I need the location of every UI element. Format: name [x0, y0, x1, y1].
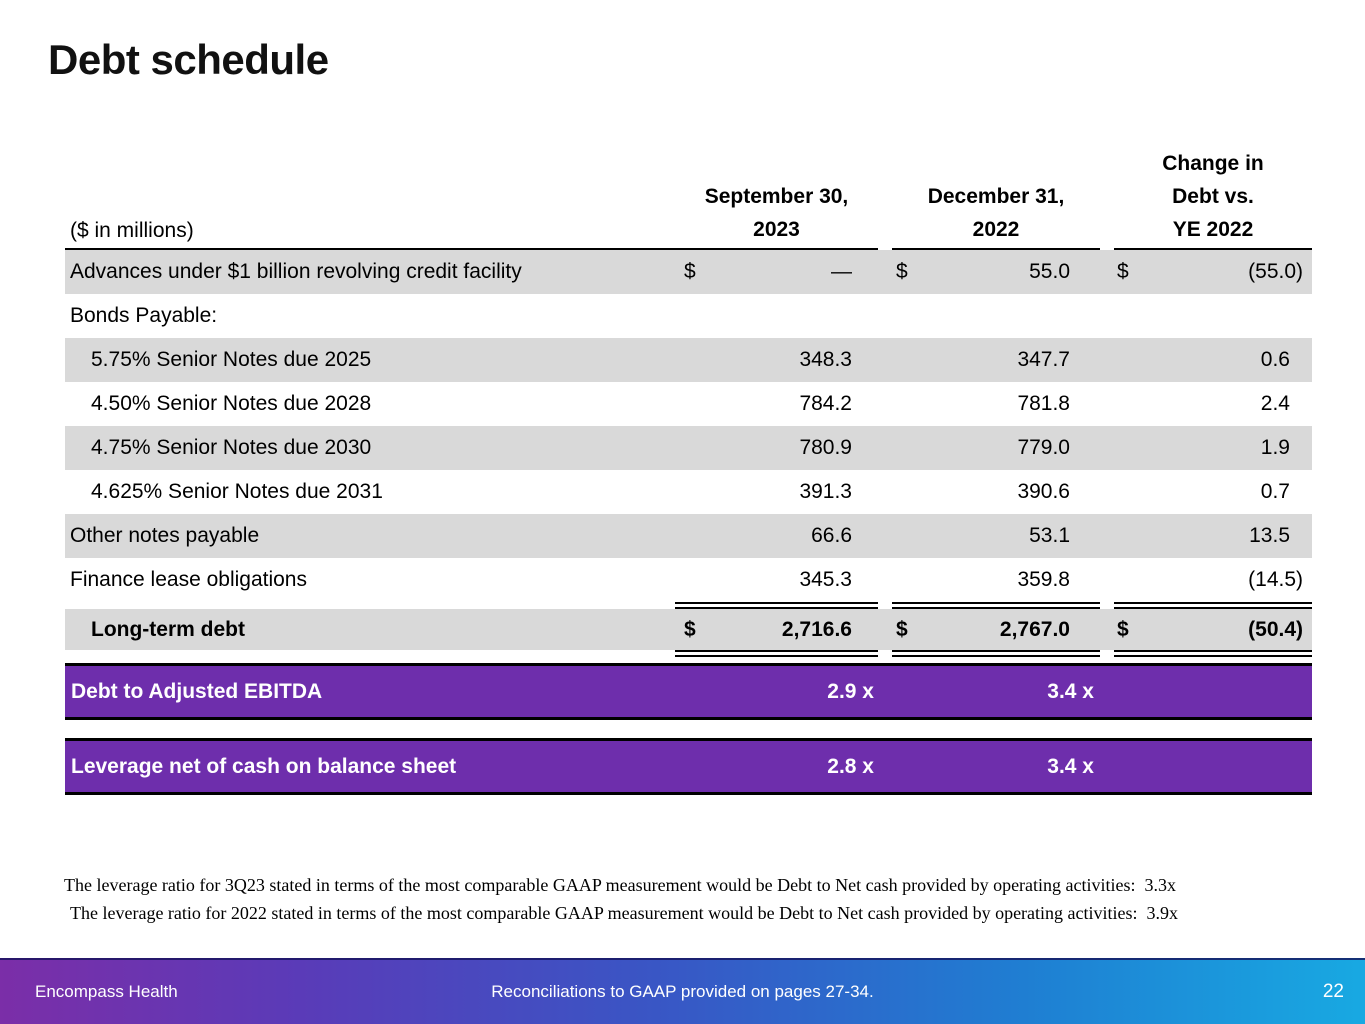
table-row: 4.50% Senior Notes due 2028 784.2 781.8 … — [65, 382, 1312, 426]
row-label: Finance lease obligations — [70, 568, 307, 591]
row-label: Advances under $1 billion revolving cred… — [70, 260, 522, 283]
cell-value: 2,767.0 — [999, 617, 1070, 641]
table-row: 4.625% Senior Notes due 2031 391.3 390.6… — [65, 470, 1312, 514]
footnote-3q23: The leverage ratio for 3Q23 stated in te… — [64, 875, 1177, 895]
cell-value: 779.0 — [1017, 436, 1070, 459]
row-label: 4.75% Senior Notes due 2030 — [91, 436, 372, 459]
column-header-change-in-debt: Change in Debt vs. YE 2022 — [1114, 147, 1312, 250]
cell-value: 13.5 — [1249, 524, 1290, 547]
row-label: Long-term debt — [91, 617, 245, 641]
cell-value: (14.5) — [1248, 568, 1303, 591]
metric-banner-leverage-net-of-cash: Leverage net of cash on balance sheet 2.… — [65, 738, 1312, 795]
footer-bar: Encompass Health Reconciliations to GAAP… — [0, 958, 1365, 1024]
dollar-sign: $ — [684, 617, 696, 641]
dollar-sign: $ — [684, 260, 696, 283]
cell-value: 55.0 — [1029, 260, 1070, 283]
row-label: 4.625% Senior Notes due 2031 — [91, 480, 383, 503]
table-row: 5.75% Senior Notes due 2025 348.3 347.7 … — [65, 338, 1312, 382]
cell-value: 348.3 — [799, 348, 852, 371]
cell-value: — — [831, 260, 852, 283]
column-header-sep-30-2023: September 30, 2023 — [704, 185, 849, 241]
row-label: 5.75% Senior Notes due 2025 — [91, 348, 372, 371]
dollar-sign: $ — [896, 260, 908, 283]
table-row-total: Long-term debt $2,716.6 $2,767.0 $ (50.4) — [65, 609, 1312, 650]
dollar-sign: $ — [1117, 617, 1129, 641]
cell-value: 390.6 — [1017, 480, 1070, 503]
cell-value: 781.8 — [1017, 392, 1070, 415]
header-group-label-col1: ($ in millions) September 30, 2023 — [65, 180, 878, 250]
banner-value-2023: 2.8 x — [827, 754, 874, 778]
cell-value: 347.7 — [1017, 348, 1070, 371]
units-label: ($ in millions) — [70, 219, 194, 242]
banner-label: Leverage net of cash on balance sheet — [71, 754, 457, 778]
row-label: Bonds Payable: — [70, 304, 218, 327]
footnote-2022: The leverage ratio for 2022 stated in te… — [70, 903, 1179, 923]
cell-value: 345.3 — [799, 568, 852, 591]
metric-banner-debt-to-ebitda: Debt to Adjusted EBITDA 2.9 x 3.4 x — [65, 663, 1312, 720]
dollar-sign: $ — [896, 617, 908, 641]
cell-value: 784.2 — [799, 392, 852, 415]
row-label: Other notes payable — [70, 524, 260, 547]
table-row: Other notes payable 66.6 53.1 13.5 — [65, 514, 1312, 558]
footer-reconciliation-note: Reconciliations to GAAP provided on page… — [491, 982, 874, 1001]
table-row: 4.75% Senior Notes due 2030 780.9 779.0 … — [65, 426, 1312, 470]
table-row: Finance lease obligations 345.3 359.8 (1… — [65, 558, 1312, 602]
row-label: 4.50% Senior Notes due 2028 — [91, 392, 372, 415]
cell-value: 0.7 — [1260, 480, 1290, 503]
cell-value: (55.0) — [1248, 260, 1303, 283]
cell-value: 1.9 — [1260, 436, 1290, 459]
debt-table: ($ in millions) September 30, 2023 Decem… — [65, 150, 1312, 657]
column-header-dec-31-2022: December 31, 2022 — [892, 180, 1100, 250]
double-rule-below-total — [65, 650, 1312, 657]
double-rule-above-total — [65, 602, 1312, 609]
banner-value-2022: 3.4 x — [1047, 679, 1094, 703]
cell-value: (50.4) — [1248, 617, 1303, 641]
table-row: Advances under $1 billion revolving cred… — [65, 250, 1312, 294]
cell-value: 0.6 — [1260, 348, 1290, 371]
table-row: Bonds Payable: — [65, 294, 1312, 338]
page-number: 22 — [1322, 981, 1344, 1002]
cell-value: 2.4 — [1260, 392, 1290, 415]
page-title: Debt schedule — [48, 36, 329, 83]
dollar-sign: $ — [1117, 260, 1129, 283]
footnotes: The leverage ratio for 3Q23 stated in te… — [64, 871, 1178, 927]
cell-value: 391.3 — [799, 480, 852, 503]
cell-value: 2,716.6 — [781, 617, 852, 641]
banner-value-2022: 3.4 x — [1047, 754, 1094, 778]
table-header-row: ($ in millions) September 30, 2023 Decem… — [65, 150, 1312, 250]
footer-company-name: Encompass Health — [35, 982, 178, 1001]
banner-value-2023: 2.9 x — [827, 679, 874, 703]
cell-value: 66.6 — [811, 524, 852, 547]
cell-value: 780.9 — [799, 436, 852, 459]
cell-value: 53.1 — [1029, 524, 1070, 547]
banner-label: Debt to Adjusted EBITDA — [71, 679, 323, 703]
cell-value: 359.8 — [1017, 568, 1070, 591]
